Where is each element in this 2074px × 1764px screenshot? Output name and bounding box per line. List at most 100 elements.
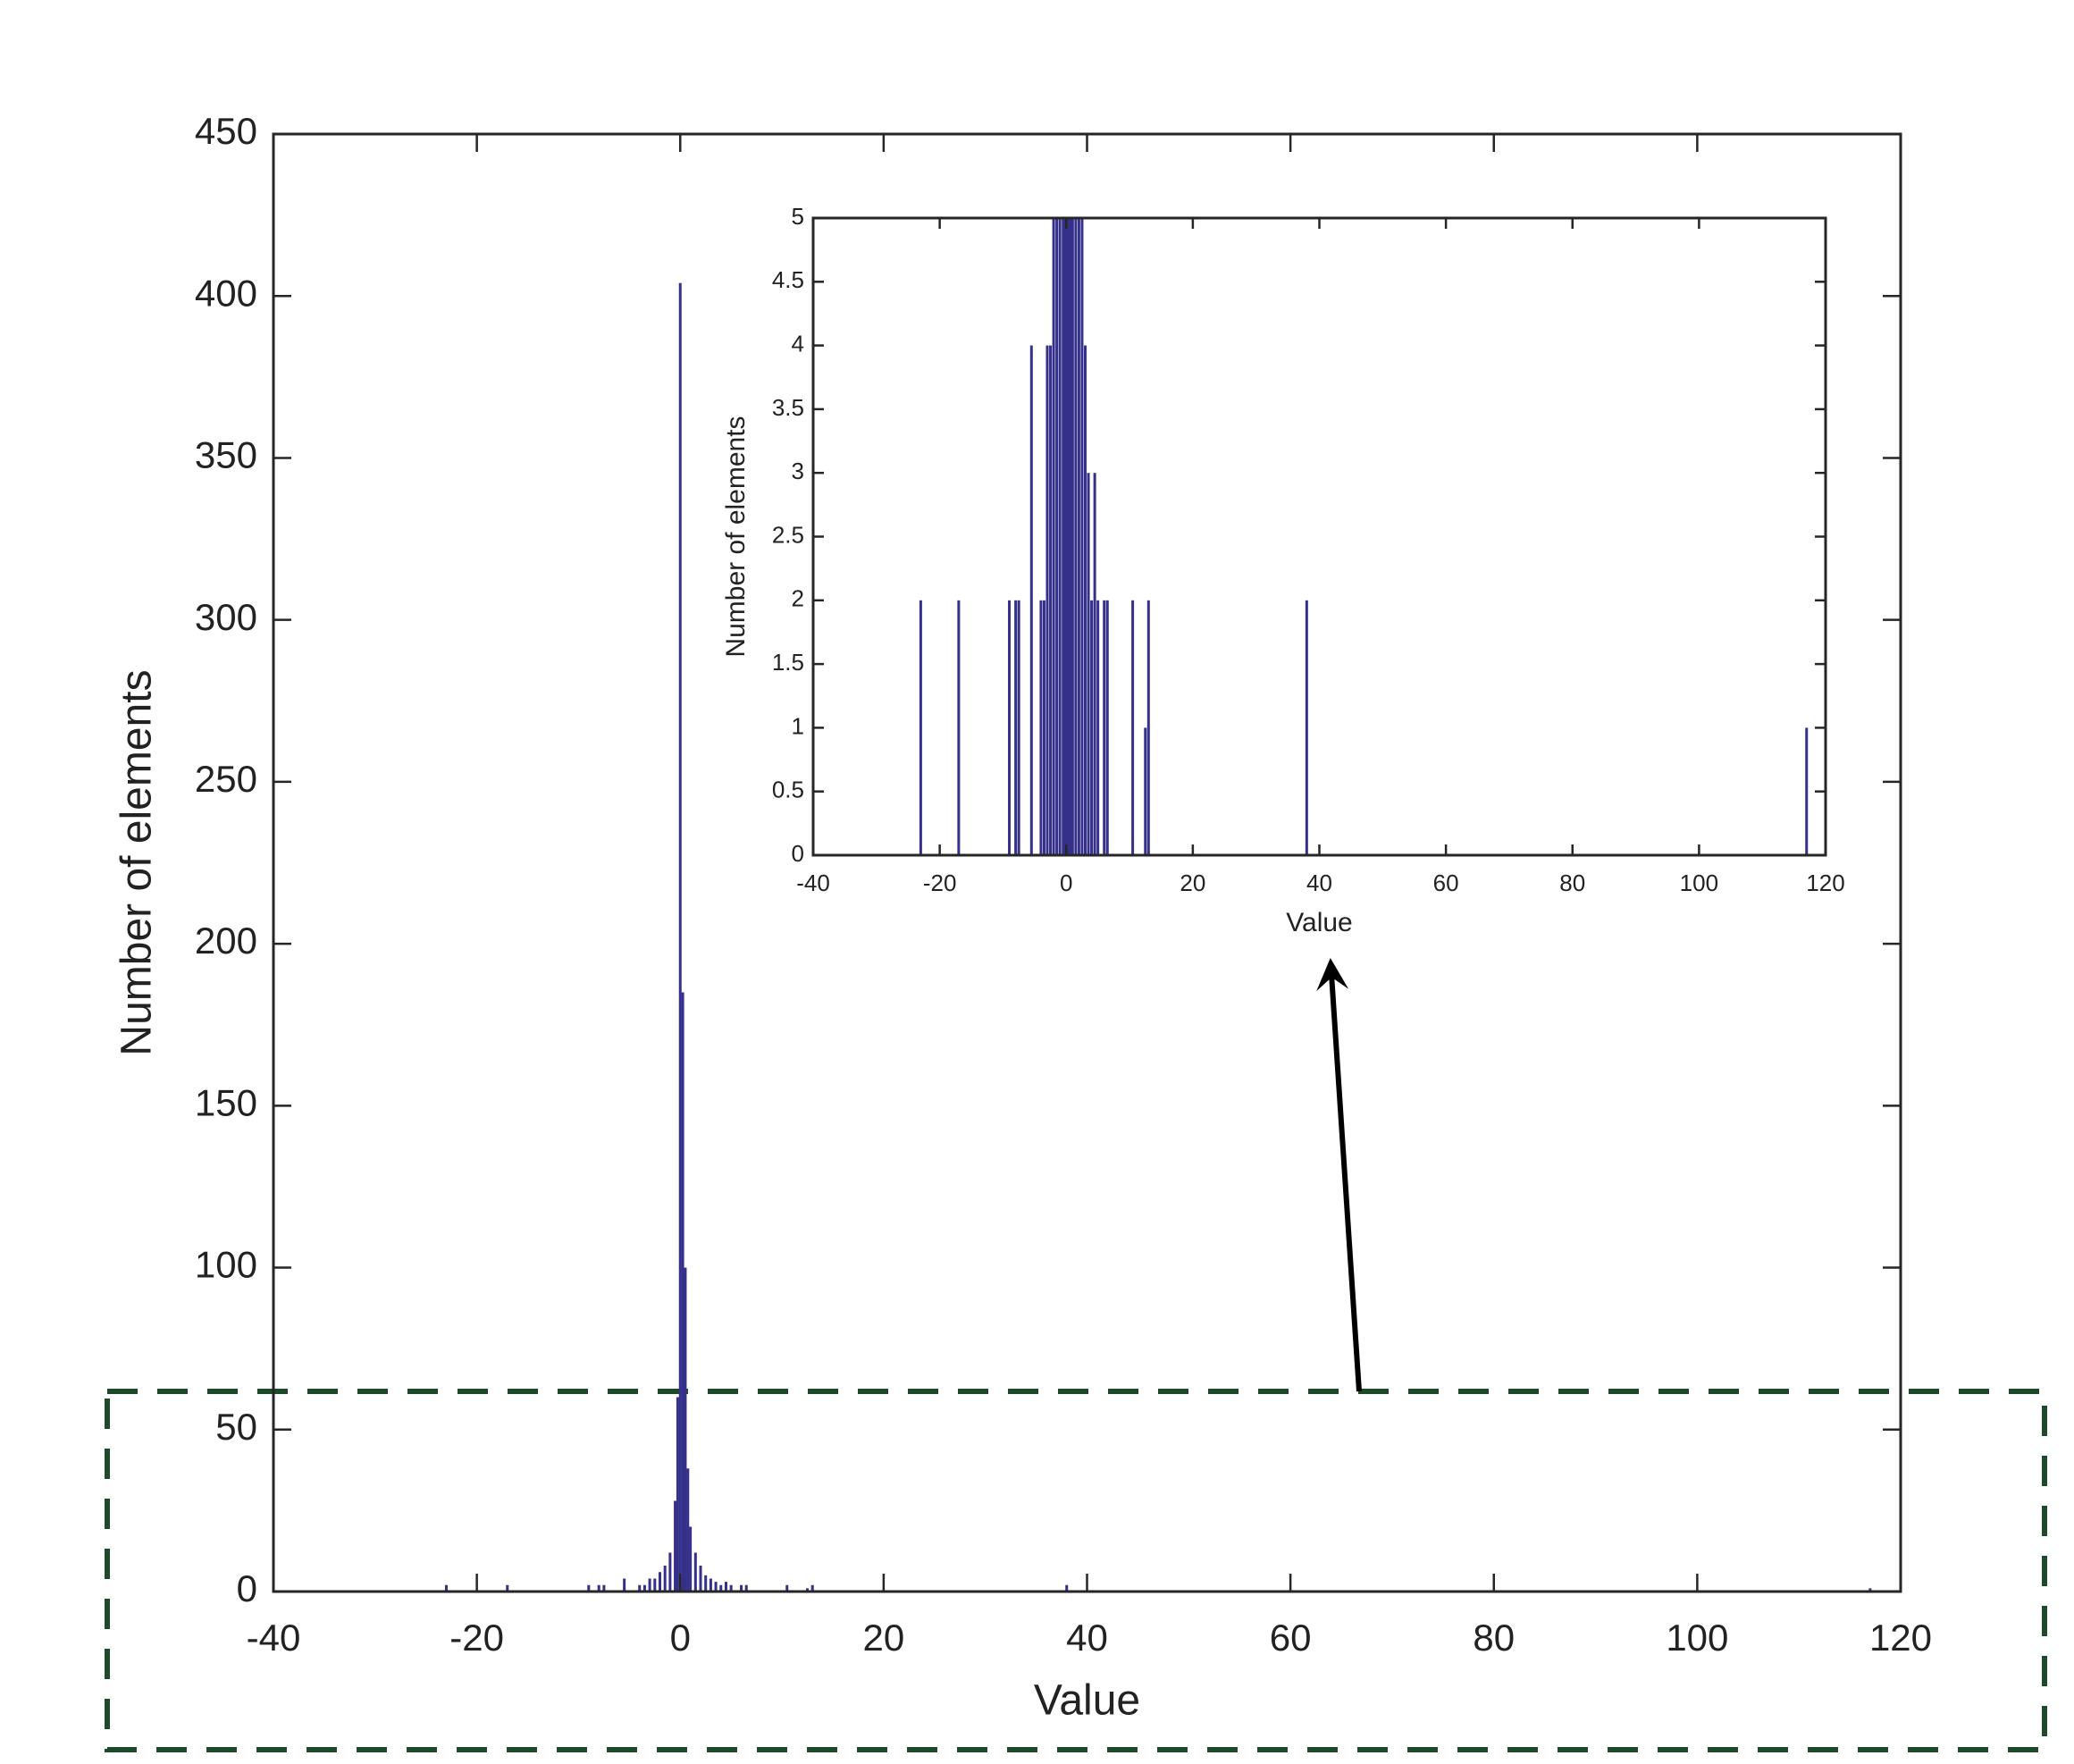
bar <box>658 1572 661 1592</box>
bar <box>1093 473 1096 855</box>
y-tick-label: 2.5 <box>772 521 804 548</box>
x-axis-label: Value <box>1286 908 1353 937</box>
bar <box>1144 727 1147 855</box>
bar <box>1029 345 1033 855</box>
y-tick-label: 250 <box>195 758 257 800</box>
bar <box>740 1584 743 1592</box>
bar <box>602 1584 606 1592</box>
bar <box>1077 218 1080 855</box>
x-axis-label: Value <box>1034 1677 1140 1725</box>
y-tick-label: 150 <box>195 1081 257 1123</box>
bar <box>678 282 682 1592</box>
bar <box>719 1584 723 1592</box>
x-tick-label: 60 <box>1433 869 1459 896</box>
inset-background <box>813 218 1826 855</box>
bar <box>684 1267 687 1592</box>
bar <box>1070 218 1073 855</box>
bar <box>623 1578 626 1592</box>
bar <box>1017 600 1020 855</box>
bar <box>810 1584 814 1592</box>
zoom-arrow <box>1316 958 1362 1392</box>
y-tick-label: 1.5 <box>772 649 804 676</box>
y-tick-label: 450 <box>195 110 257 152</box>
bar <box>1805 727 1809 855</box>
x-tick-label: -40 <box>247 1617 301 1659</box>
bars <box>444 282 1872 1592</box>
bar <box>689 1526 693 1592</box>
bar <box>1062 218 1066 855</box>
bar <box>587 1584 591 1592</box>
y-tick-label: 2 <box>792 585 804 612</box>
bar <box>806 1588 810 1592</box>
bar <box>1064 218 1068 855</box>
x-tick-label: 100 <box>1666 1617 1728 1659</box>
y-tick-label: 0 <box>792 840 804 867</box>
x-tick-label: 20 <box>863 1617 905 1659</box>
bar <box>724 1582 727 1592</box>
y-tick-label: 50 <box>215 1406 257 1448</box>
x-tick-label: 60 <box>1270 1617 1312 1659</box>
bar <box>1083 345 1087 855</box>
bar <box>729 1584 733 1592</box>
bar <box>1096 600 1100 855</box>
bar <box>1052 218 1055 855</box>
y-tick-label: 300 <box>195 596 257 638</box>
y-axis-label: Number of elements <box>721 416 751 657</box>
bar <box>642 1584 646 1592</box>
y-tick-label: 3.5 <box>772 394 804 421</box>
x-tick-label: -20 <box>449 1617 504 1659</box>
bar <box>957 600 961 855</box>
bar <box>1042 600 1045 855</box>
y-axis-label: Number of elements <box>113 669 161 1055</box>
y-tick-label: 3 <box>792 458 804 484</box>
x-tick-label: 40 <box>1306 869 1332 896</box>
x-tick-label: 40 <box>1066 1617 1108 1659</box>
bar <box>638 1584 642 1592</box>
bar <box>1131 600 1135 855</box>
bar <box>919 600 922 855</box>
bar <box>1305 600 1308 855</box>
y-tick-label: 0.5 <box>772 777 804 803</box>
bar <box>1062 218 1065 855</box>
bar <box>744 1584 748 1592</box>
bar <box>653 1578 657 1592</box>
bar <box>1065 1584 1069 1592</box>
bars <box>919 218 1809 855</box>
x-tick-label: -20 <box>923 869 957 896</box>
bar <box>714 1582 718 1592</box>
bar <box>1066 218 1070 855</box>
bar <box>1058 218 1062 855</box>
bar <box>699 1566 702 1592</box>
x-tick-label: 20 <box>1180 869 1205 896</box>
y-tick-label: 350 <box>195 434 257 476</box>
x-tick-label: -40 <box>796 869 830 896</box>
bar <box>663 1566 667 1592</box>
bar <box>1049 345 1053 855</box>
bar <box>1080 218 1084 855</box>
y-tick-label: 5 <box>792 203 804 230</box>
x-tick-label: 120 <box>1869 1617 1932 1659</box>
x-tick-label: 80 <box>1473 1617 1515 1659</box>
x-tick-label: 0 <box>670 1617 691 1659</box>
x-tick-label: 120 <box>1806 869 1844 896</box>
bar <box>1055 218 1059 855</box>
highlight-box <box>105 1389 2047 1752</box>
y-tick-label: 0 <box>237 1567 257 1609</box>
bar <box>686 1468 690 1592</box>
bar <box>1074 218 1078 855</box>
bar <box>1146 600 1150 855</box>
bar <box>676 1397 679 1592</box>
bar <box>1014 600 1018 855</box>
bar <box>674 1500 677 1592</box>
bar <box>648 1578 651 1592</box>
bar <box>668 1552 672 1592</box>
y-tick-label: 400 <box>195 272 257 314</box>
bar <box>704 1575 708 1592</box>
bar <box>693 1552 697 1592</box>
y-tick-label: 1 <box>792 712 804 739</box>
bar <box>444 1584 448 1592</box>
bar <box>597 1584 600 1592</box>
bar <box>681 992 684 1592</box>
